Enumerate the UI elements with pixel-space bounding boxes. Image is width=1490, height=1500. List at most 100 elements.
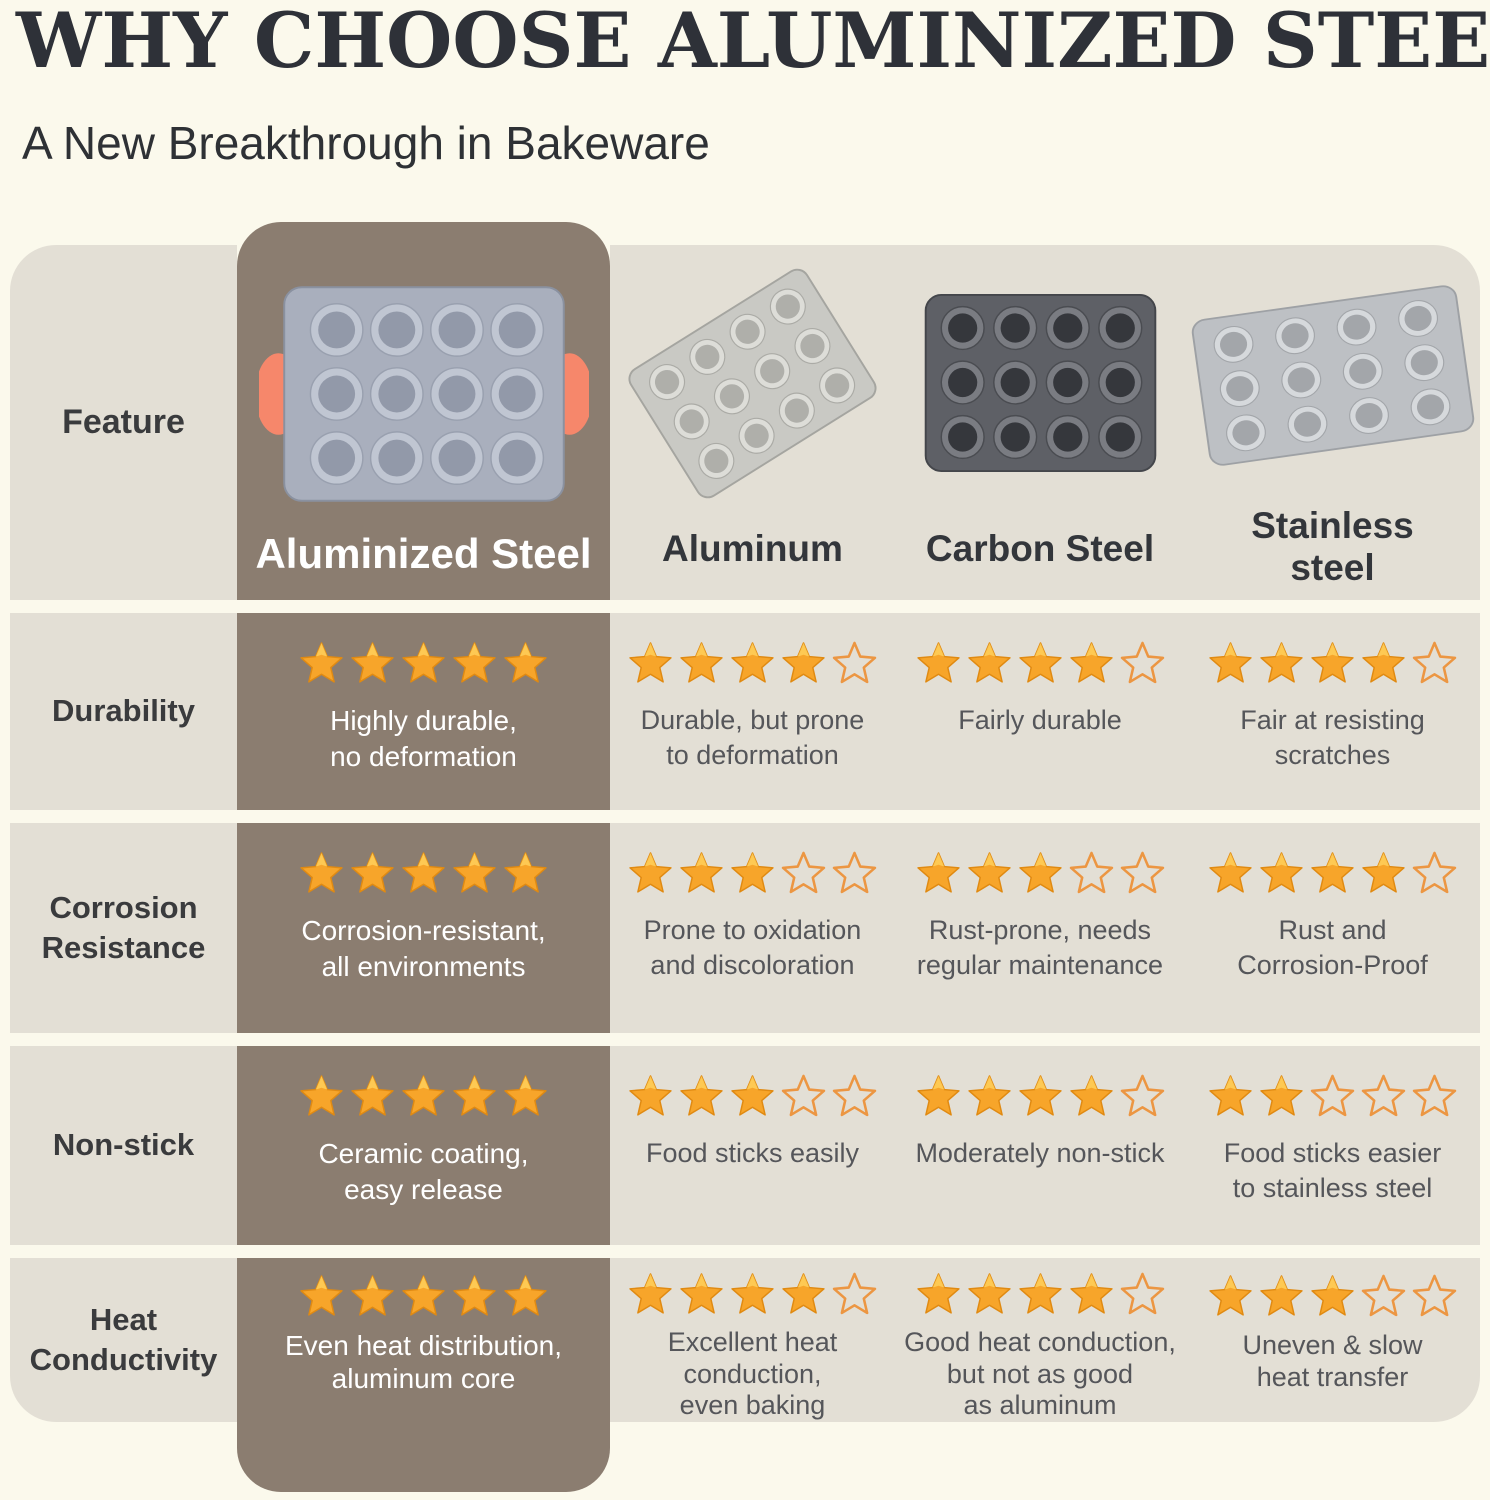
star-filled-icon <box>1260 1074 1303 1116</box>
table-header-row: Feature <box>10 222 1480 600</box>
star-filled-icon <box>782 1273 825 1314</box>
star-filled-icon <box>731 641 774 683</box>
cell-note: Rust-prone, needs regular maintenance <box>916 915 1164 981</box>
star-empty-icon <box>1412 1074 1457 1116</box>
star-rating <box>296 637 551 691</box>
cell-corrosion-stainless-steel: Rust and Corrosion-Proof <box>1185 823 1480 1033</box>
cell-heat-aluminum: Excellent heat conduction, even baking <box>610 1258 895 1422</box>
star-filled-icon <box>504 1074 547 1116</box>
muffin-pan-icon <box>258 286 589 502</box>
star-filled-icon <box>680 1074 723 1116</box>
star-filled-icon <box>731 1074 774 1116</box>
star-filled-icon <box>1362 641 1405 683</box>
carbon-steel-pan-image <box>923 245 1158 521</box>
star-filled-icon <box>1069 1273 1113 1314</box>
feature-header-label: Feature <box>62 403 185 441</box>
cell-durability-aluminum: Durable, but prone to deformation <box>610 613 895 810</box>
column-header-carbon-steel: Carbon Steel <box>895 245 1185 600</box>
star-filled-icon <box>967 1074 1011 1116</box>
star-filled-icon <box>916 641 960 683</box>
star-rating <box>1205 1270 1460 1324</box>
cell-corrosion-aluminum: Prone to oxidation and discoloration <box>610 823 895 1033</box>
muffin-pan-icon <box>924 293 1156 473</box>
star-rating <box>913 637 1168 691</box>
star-filled-icon <box>453 1274 496 1316</box>
star-filled-icon <box>967 1273 1011 1314</box>
cell-nonstick-stainless-steel: Food sticks easier to stainless steel <box>1185 1046 1480 1245</box>
cell-note: Uneven & slow heat transfer <box>1242 1330 1423 1392</box>
aluminum-pan-image <box>628 245 877 521</box>
star-filled-icon <box>351 1074 394 1116</box>
feature-cell-non-stick: Non-stick <box>10 1046 237 1245</box>
star-empty-icon <box>1361 1074 1406 1116</box>
star-filled-icon <box>453 851 496 893</box>
star-filled-icon <box>680 1273 723 1314</box>
aluminized-steel-pan-image <box>258 276 589 512</box>
star-filled-icon <box>351 641 394 683</box>
cell-heat-aluminized-steel: Even heat distribution, aluminum core <box>237 1258 610 1492</box>
cell-corrosion-carbon-steel: Rust-prone, needs regular maintenance <box>895 823 1185 1033</box>
cell-note: Prone to oxidation and discoloration <box>643 915 862 981</box>
table-row-durability: Durability Highly durable, no deformatio… <box>10 613 1480 810</box>
star-filled-icon <box>629 851 672 893</box>
star-rating <box>1205 637 1460 691</box>
star-filled-icon <box>916 1074 960 1116</box>
star-filled-icon <box>1069 1074 1113 1116</box>
star-filled-icon <box>782 641 825 683</box>
feature-cell-corrosion-resistance: Corrosion Resistance <box>10 823 237 1033</box>
star-filled-icon <box>402 851 445 893</box>
cell-durability-aluminized-steel: Highly durable, no deformation <box>237 613 610 810</box>
star-rating <box>296 1270 551 1324</box>
star-filled-icon <box>629 1074 672 1116</box>
star-empty-icon <box>1361 1274 1406 1316</box>
star-filled-icon <box>967 641 1011 683</box>
cell-note: Moderately non-stick <box>915 1138 1165 1168</box>
star-filled-icon <box>967 851 1011 893</box>
star-filled-icon <box>504 1274 547 1316</box>
star-filled-icon <box>402 1074 445 1116</box>
star-rating <box>296 1070 551 1124</box>
star-filled-icon <box>351 1274 394 1316</box>
star-rating <box>625 637 880 691</box>
feature-label: Heat Conductivity <box>29 1301 218 1377</box>
star-filled-icon <box>504 641 547 683</box>
cell-durability-carbon-steel: Fairly durable <box>895 613 1185 810</box>
star-empty-icon <box>1412 641 1457 683</box>
star-empty-icon <box>781 851 826 893</box>
star-filled-icon <box>1311 851 1354 893</box>
cell-note: Food sticks easily <box>645 1138 860 1168</box>
star-rating <box>913 847 1168 901</box>
column-label-aluminized-steel: Aluminized Steel <box>255 530 592 577</box>
star-rating <box>1205 847 1460 901</box>
star-filled-icon <box>1209 1074 1252 1116</box>
star-filled-icon <box>1260 851 1303 893</box>
star-rating <box>913 1270 1168 1321</box>
feature-cell-heat-conductivity: Heat Conductivity <box>10 1258 237 1422</box>
page-title: WHY CHOOSE ALUMINIZED STEEL? <box>16 0 1490 85</box>
star-filled-icon <box>916 1273 960 1314</box>
column-header-stainless-steel: Stainless steel <box>1185 245 1480 600</box>
comparison-table: Feature <box>10 222 1480 1492</box>
star-empty-icon <box>832 641 877 683</box>
star-filled-icon <box>1209 641 1252 683</box>
star-rating <box>296 847 551 901</box>
cell-note: Rust and Corrosion-Proof <box>1237 915 1428 981</box>
cell-note: Food sticks easier to stainless steel <box>1223 1138 1442 1204</box>
star-empty-icon <box>1310 1074 1355 1116</box>
star-empty-icon <box>1120 1272 1164 1315</box>
star-empty-icon <box>1120 641 1164 683</box>
cell-note: Highly durable, no deformation <box>330 705 517 773</box>
star-rating <box>625 1270 880 1321</box>
star-filled-icon <box>916 851 960 893</box>
star-rating <box>625 1070 880 1124</box>
star-rating <box>913 1070 1168 1124</box>
star-filled-icon <box>351 851 394 893</box>
star-filled-icon <box>504 851 547 893</box>
star-empty-icon <box>1120 851 1164 893</box>
star-empty-icon <box>1412 851 1457 893</box>
cell-note: Durable, but prone to deformation <box>640 705 865 771</box>
cell-note: Even heat distribution, aluminum core <box>284 1330 563 1394</box>
star-empty-icon <box>832 1272 877 1315</box>
star-empty-icon <box>832 1074 877 1116</box>
star-filled-icon <box>1260 1274 1303 1316</box>
